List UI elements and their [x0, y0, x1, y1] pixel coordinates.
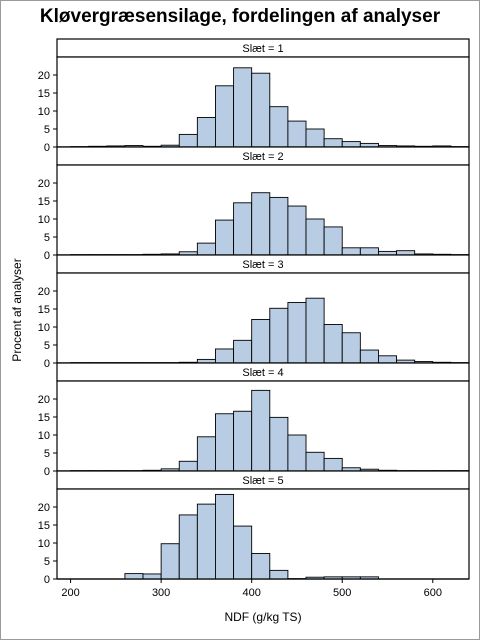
histogram-bar	[269, 569, 289, 580]
histogram-bar	[287, 120, 307, 148]
histogram-bar	[305, 218, 325, 256]
x-tick-label: 200	[61, 587, 79, 599]
histogram-bar	[233, 67, 253, 148]
histogram-bar	[269, 307, 289, 364]
histogram-bar	[269, 106, 289, 148]
y-tick-label: 10	[38, 106, 50, 118]
panel-strip-label: Slæt = 5	[242, 475, 283, 487]
histogram-bar	[341, 332, 361, 364]
histogram-bar	[124, 573, 144, 580]
y-tick-label: 10	[38, 430, 50, 442]
panel-5: Slæt = 5 0 5 10 15 20 200 300 400 500 600	[38, 470, 470, 599]
y-tick-label: 5	[44, 124, 50, 136]
y-tick-label: 20	[38, 178, 50, 190]
histogram-bar	[323, 138, 343, 148]
histogram-bar	[359, 247, 379, 256]
y-axis-label: Procent af analyser	[10, 258, 24, 361]
y-tick-label: 5	[44, 556, 50, 568]
y-tick-label: 20	[38, 286, 50, 298]
y-tick-label: 20	[38, 394, 50, 406]
y-tick-label: 0	[44, 250, 50, 262]
histogram-bar	[233, 410, 253, 472]
histogram-bar	[196, 117, 216, 148]
x-tick-label: 400	[243, 587, 261, 599]
histogram-bar	[323, 457, 343, 472]
y-tick-label: 10	[38, 214, 50, 226]
x-tick-label: 600	[424, 587, 442, 599]
histogram-bar	[251, 389, 271, 472]
histogram-bar	[142, 573, 162, 580]
y-tick-label: 0	[44, 574, 50, 586]
histogram-bar	[233, 525, 253, 580]
panel-2: Slæt = 2 0 5 10 15 20	[38, 146, 470, 262]
y-tick-label: 15	[38, 520, 50, 532]
panel-strip-label: Slæt = 3	[242, 259, 283, 271]
histogram-bar	[378, 355, 398, 364]
histogram-bar	[178, 514, 198, 580]
histogram-bar	[233, 202, 253, 256]
histogram-bar	[269, 416, 289, 472]
histogram-bar	[396, 250, 416, 256]
histogram-bar	[251, 552, 271, 580]
histogram-bar	[215, 219, 235, 256]
histogram-bar	[287, 434, 307, 472]
panel-strip-label: Slæt = 2	[242, 151, 283, 163]
y-tick-label: 0	[44, 466, 50, 478]
histogram-bar	[287, 302, 307, 364]
histogram-bar	[287, 205, 307, 256]
histogram-bar	[215, 85, 235, 148]
y-tick-label: 15	[38, 304, 50, 316]
y-tick-label: 0	[44, 142, 50, 154]
panel-strip-label: Slæt = 1	[242, 43, 283, 55]
histogram-bar	[305, 451, 325, 472]
histogram-bar	[359, 349, 379, 364]
y-tick-label: 15	[38, 196, 50, 208]
histogram-bar	[251, 72, 271, 148]
panel-3: Slæt = 3 0 5 10 15 20	[38, 254, 470, 370]
panel-strip-label: Slæt = 4	[242, 367, 283, 379]
histogram-bar	[323, 226, 343, 256]
histogram-bar	[196, 503, 216, 580]
histogram-bar	[215, 413, 235, 472]
y-tick-label: 5	[44, 340, 50, 352]
y-tick-label: 5	[44, 448, 50, 460]
histogram-bar	[341, 247, 361, 256]
histogram-bar	[196, 242, 216, 256]
panel-4: Slæt = 4 0 5 10 15 20	[38, 362, 470, 478]
panel-1: Slæt = 1 0 5 10 15 20	[38, 38, 470, 154]
histogram-bar	[305, 297, 325, 364]
x-tick-label: 500	[333, 587, 351, 599]
histogram-bar	[251, 192, 271, 256]
histogram-bar	[215, 493, 235, 580]
histogram-bar	[233, 339, 253, 364]
histogram-bar	[196, 436, 216, 472]
histogram-bar	[305, 128, 325, 148]
histogram-bar	[178, 460, 198, 472]
histogram-bar	[215, 348, 235, 364]
histogram-bar	[178, 133, 198, 148]
y-tick-label: 15	[38, 88, 50, 100]
histogram-bar	[160, 543, 180, 580]
y-tick-label: 0	[44, 358, 50, 370]
y-tick-label: 15	[38, 412, 50, 424]
histogram-bar	[323, 324, 343, 364]
histogram-bar	[251, 318, 271, 364]
y-tick-label: 20	[38, 70, 50, 82]
chart-title: Kløvergræsensilage, fordelingen af analy…	[39, 6, 441, 27]
y-tick-label: 10	[38, 322, 50, 334]
y-tick-label: 10	[38, 538, 50, 550]
histogram-bar	[341, 141, 361, 148]
x-axis-label: NDF (g/kg TS)	[224, 610, 301, 624]
y-tick-label: 20	[38, 502, 50, 514]
histogram-bar	[269, 196, 289, 256]
y-tick-label: 5	[44, 232, 50, 244]
x-tick-label: 300	[152, 587, 170, 599]
